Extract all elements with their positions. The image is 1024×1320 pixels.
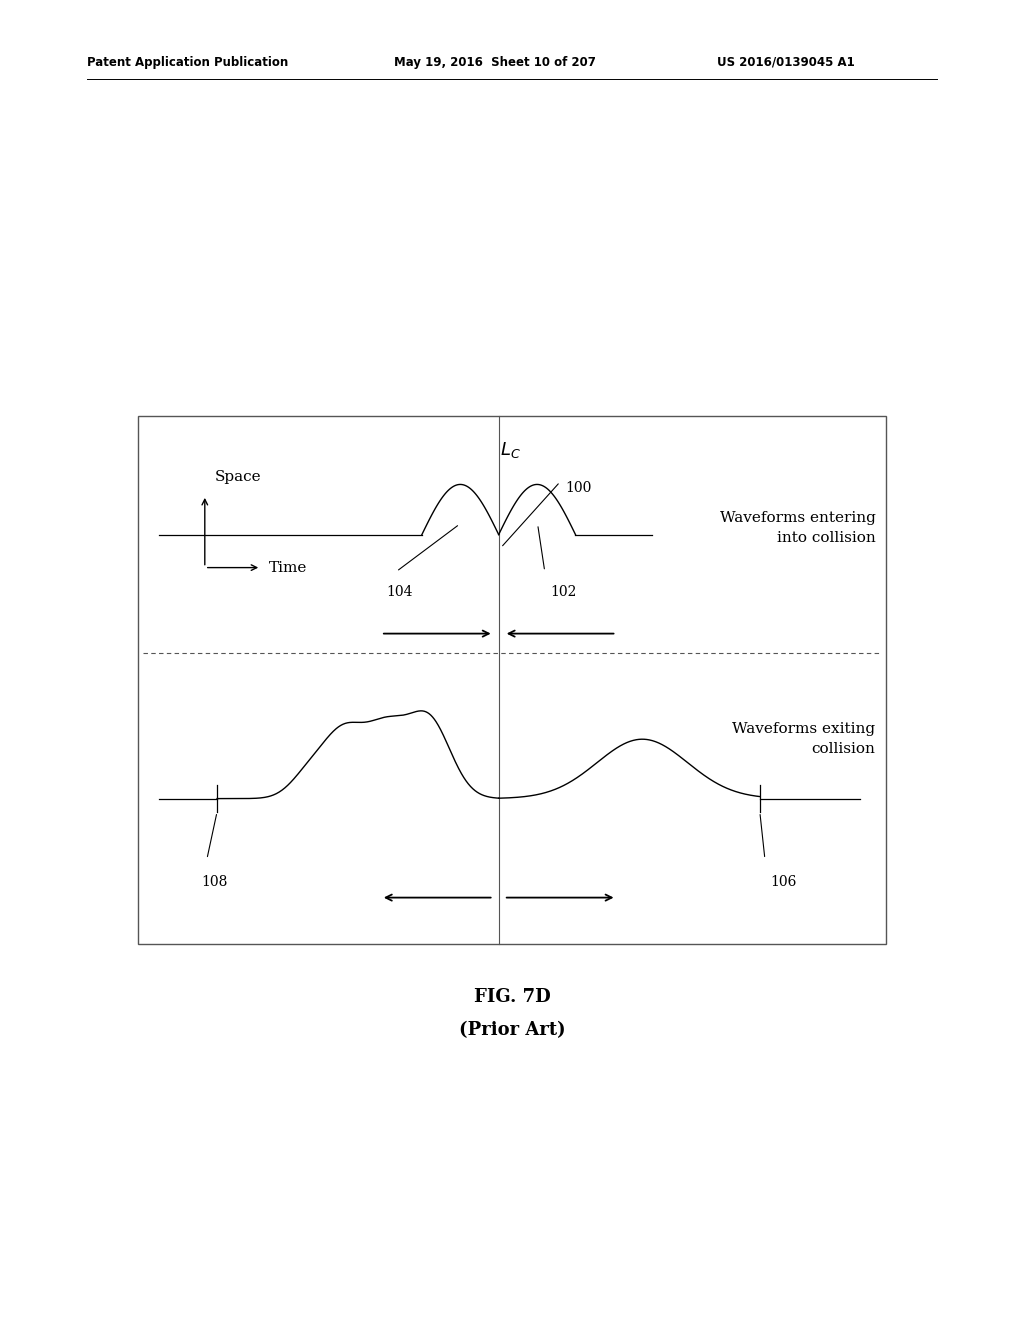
Text: (Prior Art): (Prior Art) — [459, 1020, 565, 1039]
Text: Time: Time — [269, 561, 307, 574]
Text: FIG. 7D: FIG. 7D — [474, 987, 550, 1006]
Text: US 2016/0139045 A1: US 2016/0139045 A1 — [717, 55, 855, 69]
Text: Space: Space — [215, 470, 262, 484]
Text: 100: 100 — [565, 482, 592, 495]
Text: May 19, 2016  Sheet 10 of 207: May 19, 2016 Sheet 10 of 207 — [394, 55, 596, 69]
Text: 102: 102 — [550, 585, 577, 599]
Text: 108: 108 — [202, 875, 228, 890]
Text: 106: 106 — [770, 875, 797, 890]
Text: Waveforms exiting
collision: Waveforms exiting collision — [732, 722, 876, 756]
Bar — [138, 416, 886, 944]
Text: Patent Application Publication: Patent Application Publication — [87, 55, 289, 69]
Text: Waveforms entering
into collision: Waveforms entering into collision — [720, 511, 876, 545]
Text: 104: 104 — [386, 585, 413, 599]
Text: $L_C$: $L_C$ — [500, 440, 520, 459]
